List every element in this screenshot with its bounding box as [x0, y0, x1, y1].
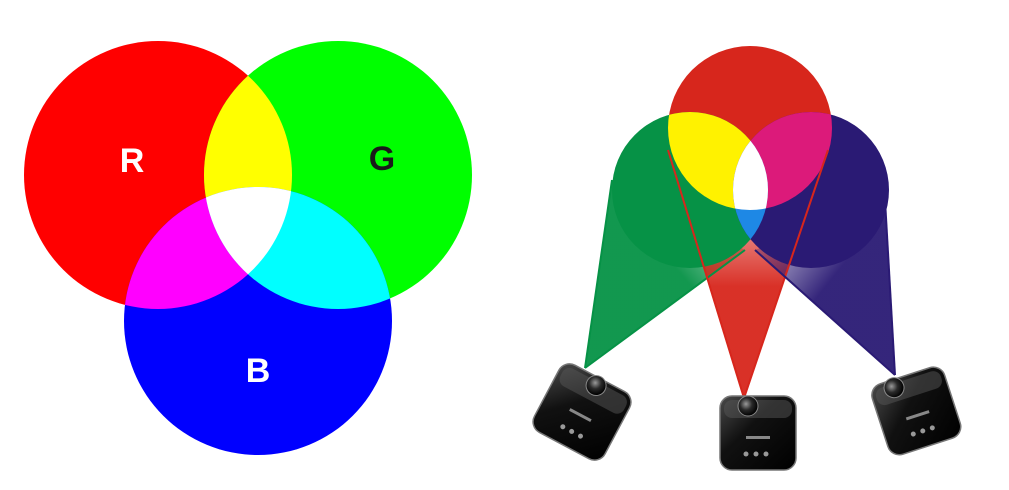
lens-icon	[883, 377, 905, 399]
red-beam-edge	[743, 149, 829, 399]
cyan-overlap	[204, 187, 392, 309]
red-projector	[719, 395, 797, 471]
magenta-overlap	[124, 187, 292, 309]
blue-beam-edge	[754, 249, 896, 376]
label-r: R	[120, 142, 145, 180]
lens-icon	[585, 375, 607, 397]
projector-illustration	[532, 46, 962, 471]
label-b: B	[246, 352, 271, 390]
blue-beam-edge	[884, 199, 896, 376]
lens-icon	[737, 395, 759, 417]
rgb-venn-diagram: R G B	[24, 41, 472, 455]
green-projector	[532, 363, 632, 461]
red-beam-edge	[667, 149, 745, 399]
green-beam-edge	[584, 249, 746, 369]
green-beam-edge	[584, 179, 613, 369]
label-g: G	[369, 140, 395, 178]
blue-projector	[871, 366, 962, 456]
